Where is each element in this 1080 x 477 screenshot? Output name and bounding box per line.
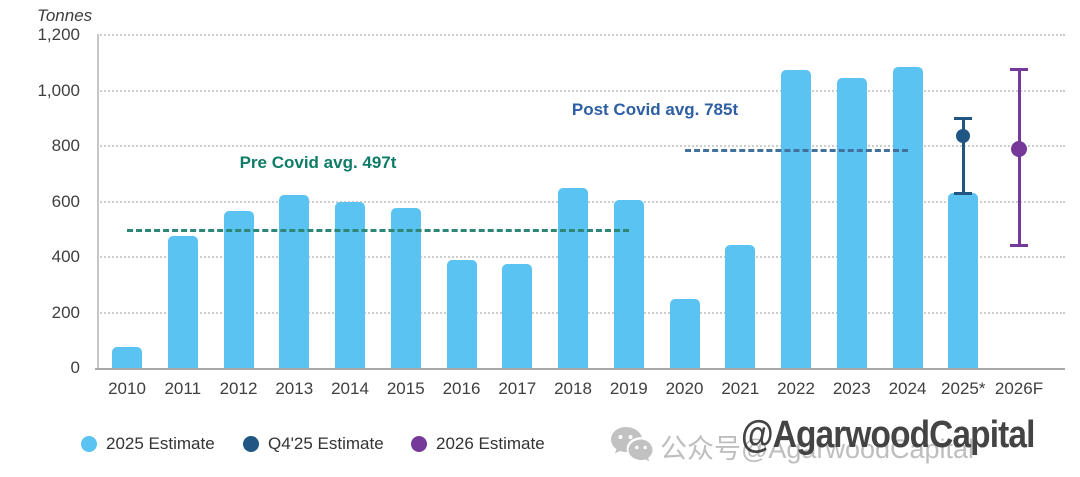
bar-2024 bbox=[892, 66, 923, 368]
legend-swatch bbox=[243, 436, 259, 452]
avg-line-post-covid bbox=[684, 148, 908, 152]
watermark-bold-text: @AgarwoodCapital bbox=[741, 414, 1035, 456]
y-tick-label: 400 bbox=[51, 247, 80, 266]
x-axis-label-2022: 2022 bbox=[777, 379, 815, 398]
error-bar-cap-2025* bbox=[954, 116, 973, 120]
gridline-800 bbox=[97, 145, 1065, 147]
bar-2023 bbox=[836, 78, 867, 368]
gridline-1,200 bbox=[97, 34, 1065, 36]
estimate-dot-2026F bbox=[1011, 140, 1027, 157]
x-axis-label-2024: 2024 bbox=[888, 379, 927, 398]
bar-2020 bbox=[669, 298, 700, 368]
x-axis-label-2018: 2018 bbox=[554, 379, 592, 398]
avg-label-post-covid: Post Covid avg. 785t bbox=[571, 100, 739, 119]
bar-2017 bbox=[502, 263, 533, 368]
x-axis-label-2023: 2023 bbox=[832, 379, 871, 398]
bar-2015 bbox=[390, 208, 421, 368]
x-axis-line bbox=[95, 368, 1065, 370]
x-axis-label-2010: 2010 bbox=[108, 379, 146, 398]
error-bar-line-2026F bbox=[1017, 69, 1021, 246]
watermark-gray-text: 公众号@AgarwoodCapital bbox=[660, 434, 975, 464]
y-tick-label: 1,200 bbox=[37, 25, 80, 44]
x-axis-label-2020: 2020 bbox=[665, 379, 704, 398]
avg-label-pre-covid: Pre Covid avg. 497t bbox=[239, 153, 397, 172]
legend-item-q4-25-estimate: Q4'25 Estimate bbox=[243, 434, 384, 453]
y-tick-label: 600 bbox=[51, 191, 80, 211]
legend-swatch bbox=[411, 436, 427, 452]
bar-2012 bbox=[223, 211, 254, 368]
legend-swatch bbox=[81, 436, 97, 452]
error-bar-line-2025* bbox=[961, 118, 965, 194]
bar-2010 bbox=[112, 347, 142, 368]
x-axis-label-2026F: 2026F bbox=[994, 379, 1044, 398]
x-axis-label-2021: 2021 bbox=[721, 379, 760, 398]
bar-2016 bbox=[446, 259, 477, 368]
estimate-dot-2025* bbox=[956, 129, 971, 144]
bar-2022 bbox=[781, 69, 811, 368]
legend-label: Q4'25 Estimate bbox=[268, 434, 384, 453]
error-bar-cap-2026F bbox=[1010, 244, 1028, 248]
bar-2025* bbox=[948, 193, 979, 368]
bar-2018 bbox=[558, 187, 588, 368]
x-axis-label-2016: 2016 bbox=[442, 379, 481, 398]
x-axis-label-2019: 2019 bbox=[609, 379, 648, 398]
legend-item-2026-estimate: 2026 Estimate bbox=[411, 434, 545, 453]
y-axis-title: Tonnes bbox=[37, 6, 93, 25]
wechat-icon bbox=[611, 427, 653, 462]
x-axis-label-2012: 2012 bbox=[219, 379, 258, 398]
legend-label: 2025 Estimate bbox=[106, 434, 215, 453]
y-tick-label: 800 bbox=[51, 136, 80, 155]
bar-2014 bbox=[335, 201, 365, 368]
error-bar-cap-2026F bbox=[1010, 68, 1028, 72]
x-axis-label-2014: 2014 bbox=[331, 379, 369, 398]
y-axis-line bbox=[97, 35, 99, 368]
y-tick-label: 1,000 bbox=[37, 80, 80, 100]
error-bar-cap-2025* bbox=[954, 191, 973, 195]
x-axis-label-2013: 2013 bbox=[275, 379, 314, 398]
bar-2021 bbox=[725, 244, 756, 368]
x-axis-label-2017: 2017 bbox=[498, 379, 537, 398]
x-axis-label-2025*: 2025* bbox=[941, 379, 986, 398]
y-tick-label: 0 bbox=[70, 358, 80, 377]
avg-line-pre-covid bbox=[127, 228, 629, 232]
bar-2013 bbox=[279, 194, 310, 368]
legend-item-2025-estimate: 2025 Estimate bbox=[81, 434, 215, 453]
bar-2011 bbox=[167, 236, 198, 368]
y-tick-label: 200 bbox=[51, 302, 80, 322]
x-axis-label-2015: 2015 bbox=[386, 379, 425, 398]
legend-label: 2026 Estimate bbox=[436, 434, 545, 453]
watermark: 公众号@AgarwoodCapital @AgarwoodCapital bbox=[600, 412, 1080, 472]
bar-2019 bbox=[613, 200, 644, 368]
gridline-1,000 bbox=[97, 89, 1065, 92]
x-axis-label-2011: 2011 bbox=[164, 379, 202, 398]
